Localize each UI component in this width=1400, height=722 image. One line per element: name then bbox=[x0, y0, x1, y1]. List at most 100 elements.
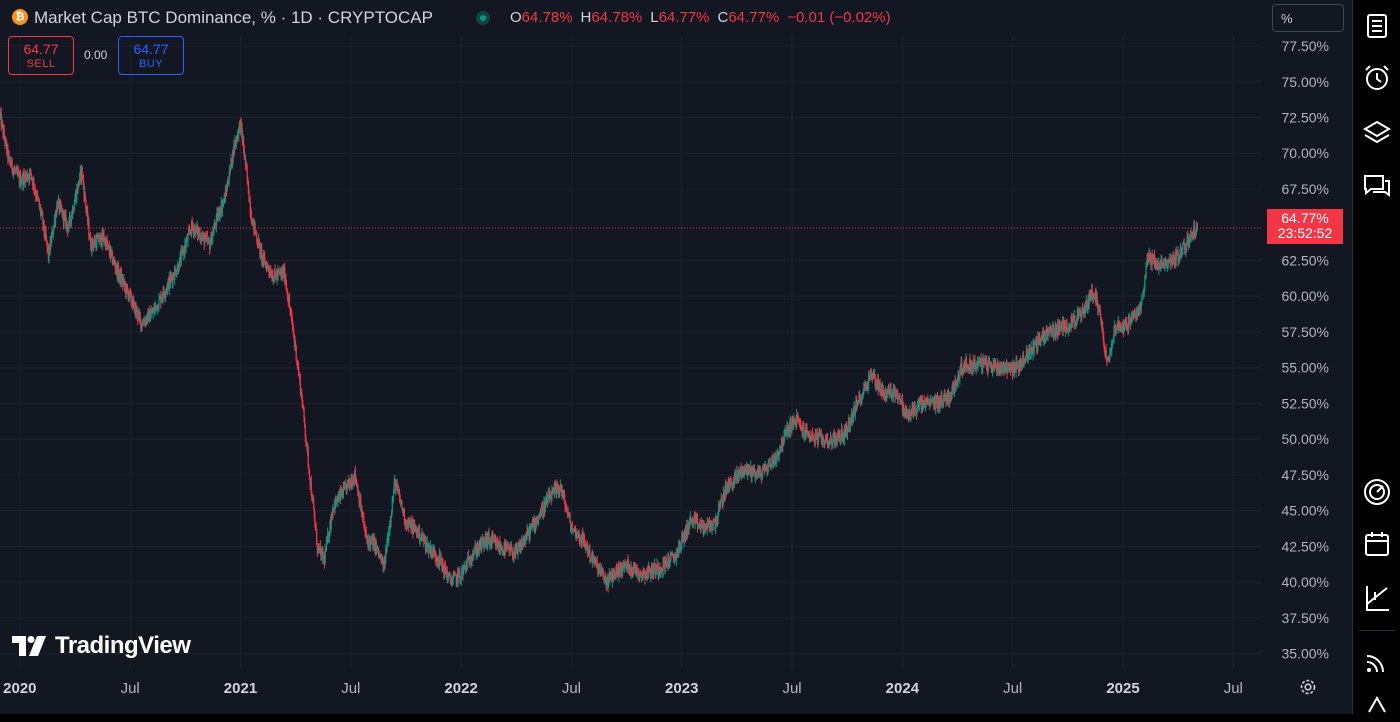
candle-body bbox=[1025, 357, 1027, 360]
candle-body bbox=[12, 169, 14, 174]
symbol-title[interactable]: Market Cap BTC Dominance, % · 1D · CRYPT… bbox=[34, 8, 433, 27]
candle-body bbox=[586, 544, 588, 547]
candle-body bbox=[471, 555, 473, 562]
candle-body bbox=[412, 524, 415, 534]
candle-body bbox=[129, 290, 131, 293]
candle-body bbox=[446, 572, 448, 577]
candle-body bbox=[100, 244, 103, 246]
candle-body bbox=[519, 543, 521, 547]
chat-icon[interactable] bbox=[1361, 170, 1393, 202]
calendar-icon[interactable] bbox=[1361, 528, 1393, 560]
candle-body bbox=[30, 169, 32, 174]
candle-body bbox=[65, 214, 67, 227]
candle-body bbox=[838, 433, 840, 438]
candle-body bbox=[1186, 236, 1188, 242]
candle-body bbox=[945, 397, 948, 403]
candle-body bbox=[1005, 363, 1008, 366]
candle-body bbox=[232, 150, 234, 163]
candle-body bbox=[814, 432, 817, 443]
candle-body bbox=[955, 379, 957, 386]
candle-body bbox=[508, 550, 511, 552]
candle-body bbox=[177, 264, 179, 270]
candle-body bbox=[1051, 327, 1053, 332]
candle-body bbox=[307, 451, 309, 467]
market-status-icon[interactable] bbox=[476, 11, 490, 25]
candle-body bbox=[947, 394, 950, 403]
candle-body bbox=[745, 469, 747, 471]
candle-body bbox=[450, 582, 453, 586]
candle-body bbox=[124, 285, 126, 287]
candle-body bbox=[1114, 326, 1116, 330]
candle-body bbox=[1112, 337, 1115, 341]
candle-body bbox=[818, 433, 820, 438]
candle-body bbox=[229, 167, 231, 168]
right-toolbar bbox=[1352, 0, 1400, 714]
candle-body bbox=[983, 359, 985, 366]
candle-body bbox=[157, 307, 159, 310]
candle-body bbox=[318, 548, 320, 549]
candle-body bbox=[413, 524, 415, 526]
candle-body bbox=[380, 556, 382, 559]
candle-body bbox=[383, 557, 386, 564]
buy-button[interactable]: 64.77 BUY bbox=[118, 36, 184, 75]
broadcast-icon[interactable] bbox=[1361, 646, 1393, 678]
candle-body bbox=[427, 546, 430, 553]
chart-area[interactable]: 35.00% 37.50% 40.00% 42.50% 45.00% 47.50% 50.0… bbox=[0, 0, 1352, 714]
settings-gear-icon[interactable] bbox=[1298, 677, 1318, 697]
candle-body bbox=[615, 567, 618, 573]
price-chart[interactable]: 35.00%37.50%40.00%42.50%45.00%47.50%50.0… bbox=[0, 0, 1352, 714]
candle-body bbox=[1046, 330, 1048, 332]
candle-body bbox=[345, 486, 347, 493]
candle-body bbox=[971, 363, 973, 372]
candle-body bbox=[661, 570, 663, 573]
candle-body bbox=[663, 560, 665, 563]
layers-icon[interactable] bbox=[1361, 116, 1393, 148]
candle-body bbox=[449, 574, 451, 581]
sell-button[interactable]: 64.77 SELL bbox=[8, 36, 74, 75]
candle-body bbox=[1119, 325, 1121, 331]
notifications-icon[interactable] bbox=[1361, 690, 1393, 722]
alert-clock-icon[interactable] bbox=[1361, 62, 1393, 94]
candle-body bbox=[947, 394, 949, 403]
candle-body bbox=[332, 510, 334, 512]
gauge-icon[interactable] bbox=[1361, 476, 1393, 508]
candle-body bbox=[857, 402, 859, 405]
candle-body bbox=[1125, 322, 1127, 324]
candle-body bbox=[1116, 326, 1118, 331]
candle-body bbox=[820, 432, 823, 443]
candle-body bbox=[846, 430, 849, 434]
candle-body bbox=[107, 244, 109, 246]
candle-body bbox=[402, 509, 404, 516]
scale-mode-toggle[interactable]: % bbox=[1272, 4, 1344, 32]
candle-body bbox=[38, 201, 40, 208]
candle-body bbox=[222, 201, 224, 205]
candle-body bbox=[1025, 349, 1027, 360]
watchlist-icon[interactable] bbox=[1361, 10, 1393, 42]
candle-body bbox=[691, 518, 693, 522]
candle-body bbox=[782, 442, 784, 444]
candle-body bbox=[440, 557, 442, 561]
candle-body bbox=[986, 367, 988, 369]
candle-body bbox=[3, 129, 5, 138]
candle-body bbox=[1175, 254, 1177, 261]
candle-body bbox=[73, 204, 75, 210]
candle-body bbox=[814, 438, 816, 443]
candle-body bbox=[950, 396, 953, 399]
candle-body bbox=[1181, 249, 1183, 253]
candle-body bbox=[349, 482, 351, 485]
candle-body bbox=[1096, 295, 1098, 306]
chart-tool-icon[interactable] bbox=[1361, 582, 1393, 614]
candle-body bbox=[657, 563, 659, 566]
candle-body bbox=[329, 520, 331, 533]
candle-body bbox=[502, 550, 505, 552]
candle-body bbox=[453, 572, 456, 576]
candle-body bbox=[351, 485, 354, 486]
candle-body bbox=[143, 321, 145, 323]
candle-body bbox=[321, 549, 323, 551]
candle-body bbox=[979, 359, 982, 361]
candle-body bbox=[145, 319, 147, 324]
candle-body bbox=[296, 359, 298, 362]
candle-body bbox=[1078, 310, 1081, 312]
candle-body bbox=[696, 517, 698, 519]
candle-body bbox=[1046, 331, 1049, 337]
